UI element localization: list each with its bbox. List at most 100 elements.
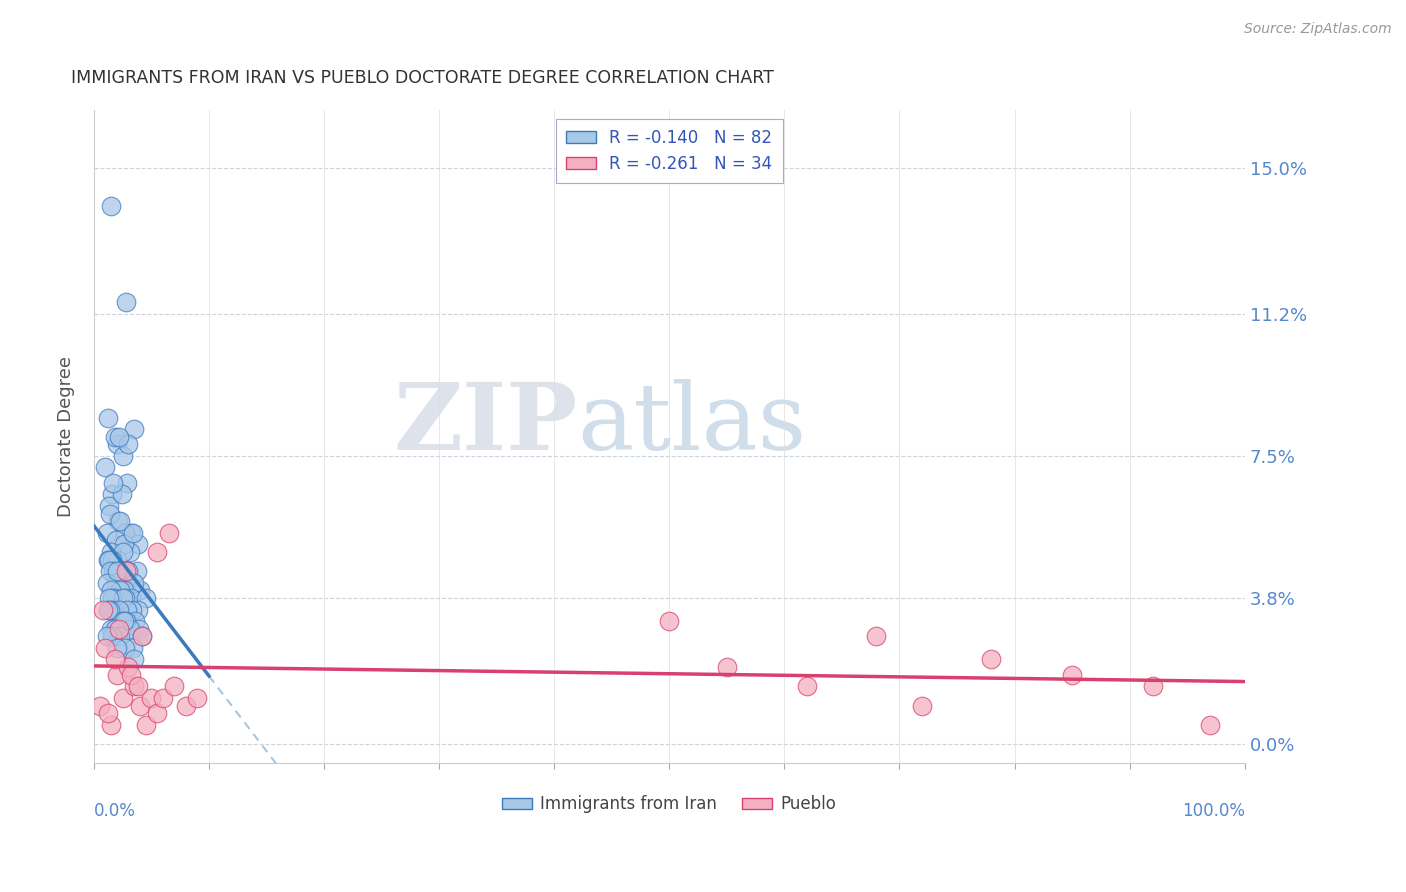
Point [127, 602, 149, 616]
Point [121, 602, 143, 616]
Point [125, 564, 148, 578]
Point [110, 583, 132, 598]
Point [110, 629, 132, 643]
Point [111, 545, 134, 559]
Point [141, 690, 163, 705]
Point [100, 717, 122, 731]
Point [115, 614, 138, 628]
Y-axis label: Doctorate Degree: Doctorate Degree [58, 356, 75, 517]
Text: ZIP: ZIP [394, 379, 578, 468]
Point [131, 629, 153, 643]
Point [658, 614, 681, 628]
Point [94, 460, 117, 475]
Point [146, 706, 169, 721]
Point [152, 690, 174, 705]
Text: atlas: atlas [578, 379, 807, 468]
Point [97, 552, 120, 566]
Text: 0.0%: 0.0% [94, 802, 136, 821]
Point [127, 679, 149, 693]
Point [186, 690, 208, 705]
Point [104, 591, 127, 605]
Point [107, 514, 129, 528]
Point [146, 545, 169, 559]
Point [118, 545, 141, 559]
Point [117, 602, 139, 616]
Point [114, 591, 136, 605]
Point [117, 660, 139, 674]
Point [117, 475, 139, 490]
Point [122, 652, 145, 666]
Point [129, 698, 152, 713]
Point [107, 629, 129, 643]
Point [120, 591, 142, 605]
Point [112, 614, 135, 628]
Point [135, 591, 157, 605]
Point [1142, 679, 1164, 693]
Point [104, 533, 127, 548]
Point [101, 552, 124, 566]
Point [111, 449, 134, 463]
Point [100, 622, 122, 636]
Point [96, 575, 118, 590]
Point [110, 514, 132, 528]
Point [97, 410, 120, 425]
Text: Source: ZipAtlas.com: Source: ZipAtlas.com [1244, 22, 1392, 37]
Point [122, 422, 145, 436]
Point [100, 545, 122, 559]
Point [103, 602, 125, 616]
Point [128, 622, 150, 636]
Point [127, 537, 149, 551]
Point [103, 475, 125, 490]
Point [97, 591, 120, 605]
Point [97, 552, 120, 566]
Point [980, 652, 1002, 666]
Point [124, 614, 146, 628]
Point [104, 564, 127, 578]
Point [96, 629, 118, 643]
Point [111, 591, 134, 605]
Point [117, 437, 139, 451]
Point [122, 679, 145, 693]
Point [97, 602, 120, 616]
Point [117, 575, 139, 590]
Point [114, 640, 136, 655]
Point [104, 430, 127, 444]
Point [117, 564, 139, 578]
Point [89, 698, 111, 713]
Point [98, 602, 121, 616]
Text: IMMIGRANTS FROM IRAN VS PUEBLO DOCTORATE DEGREE CORRELATION CHART: IMMIGRANTS FROM IRAN VS PUEBLO DOCTORATE… [70, 69, 773, 87]
Point [1060, 668, 1083, 682]
Point [101, 487, 124, 501]
Point [120, 525, 142, 540]
Point [110, 614, 132, 628]
Point [97, 706, 120, 721]
Point [108, 430, 131, 444]
Point [163, 679, 186, 693]
Point [98, 507, 121, 521]
Point [101, 629, 124, 643]
Point [108, 602, 131, 616]
Point [98, 564, 121, 578]
Point [91, 602, 114, 616]
Point [96, 525, 118, 540]
Point [112, 537, 135, 551]
Point [105, 668, 128, 682]
Legend: Immigrants from Iran, Pueblo: Immigrants from Iran, Pueblo [495, 789, 844, 820]
Point [107, 575, 129, 590]
Point [911, 698, 934, 713]
Point [122, 525, 145, 540]
Point [108, 564, 131, 578]
Point [129, 583, 152, 598]
Point [716, 660, 738, 674]
Point [120, 668, 142, 682]
Point [865, 629, 887, 643]
Point [157, 525, 180, 540]
Point [131, 629, 153, 643]
Point [114, 525, 136, 540]
Point [110, 487, 132, 501]
Point [118, 622, 141, 636]
Point [122, 640, 145, 655]
Point [94, 640, 117, 655]
Point [104, 622, 127, 636]
Point [174, 698, 197, 713]
